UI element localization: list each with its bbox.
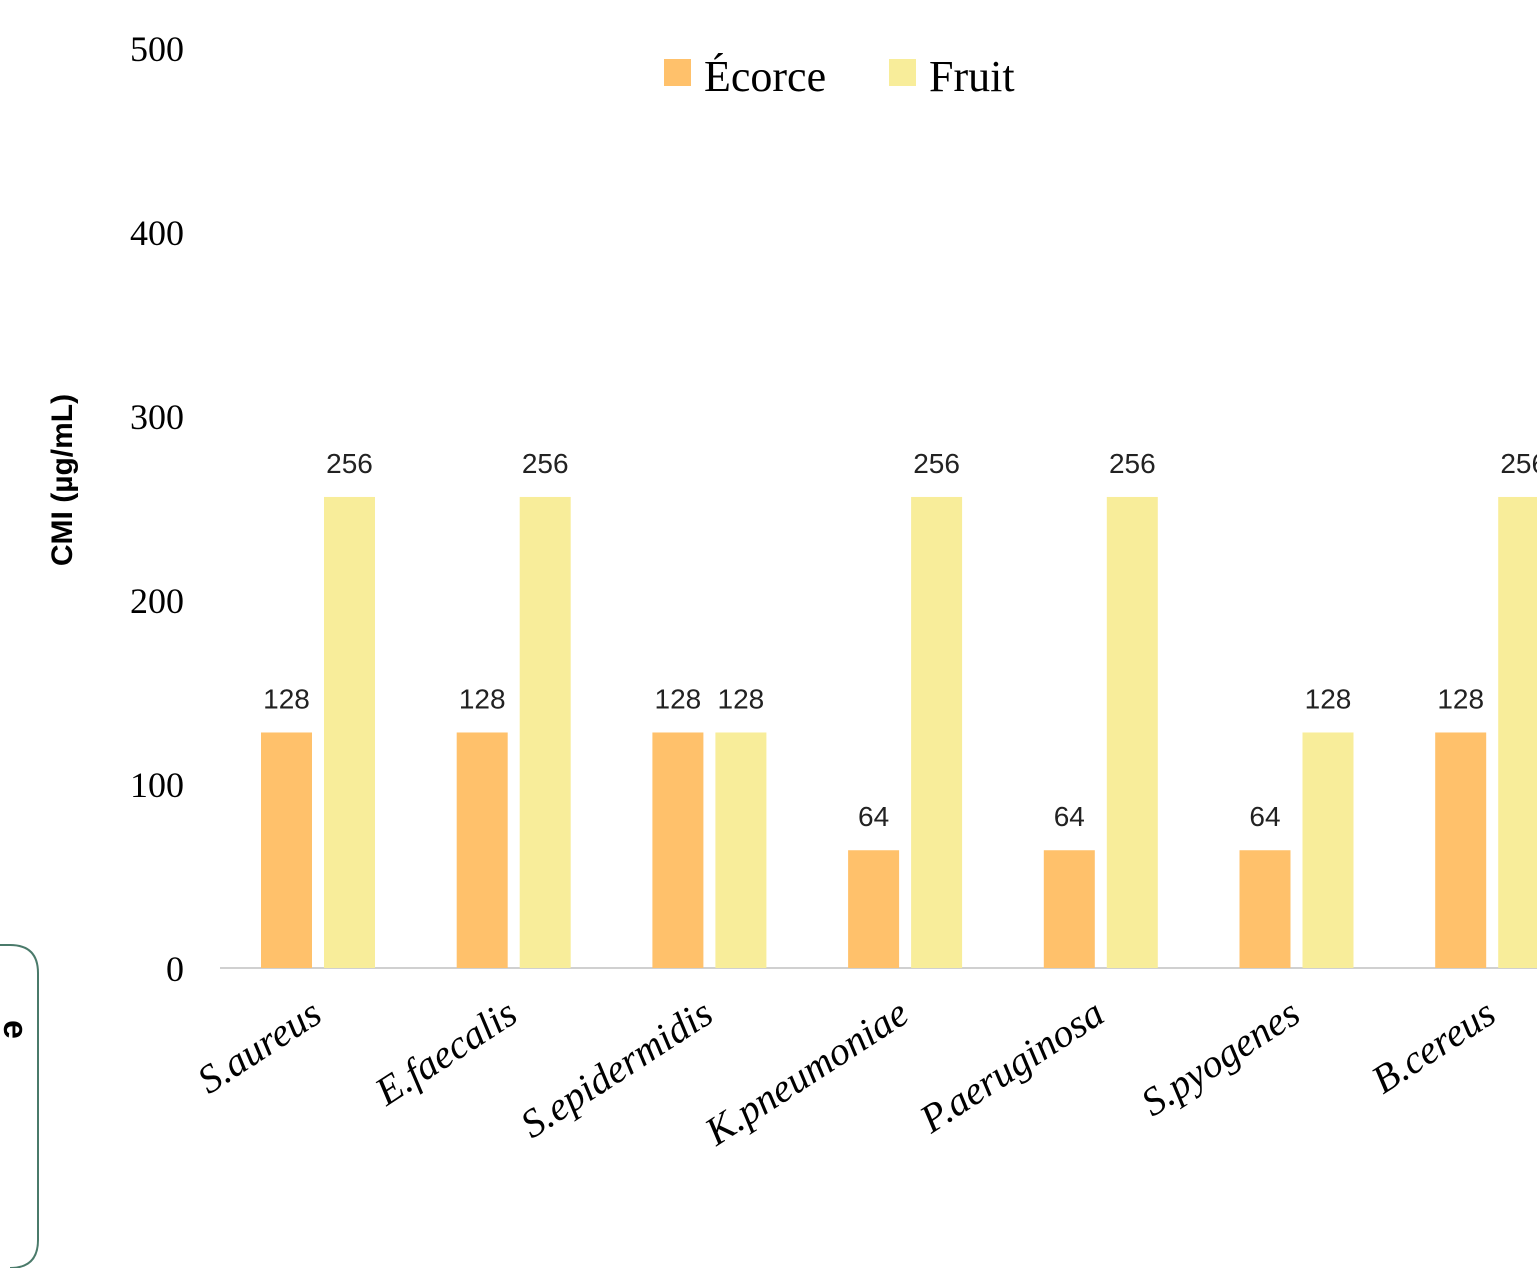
category-label: P.aeruginosa	[911, 990, 1112, 1142]
data-label: 256	[522, 448, 569, 479]
bar-fruit	[715, 732, 767, 968]
bar-fruit	[519, 496, 571, 968]
category-labels-group: S.aureus E.faecalisS.epidermidisK.pneumon…	[189, 990, 1503, 1155]
bar-ecorce	[848, 850, 900, 968]
bar-ecorce	[1239, 850, 1291, 968]
bar-fruit	[1302, 732, 1354, 968]
bar-fruit	[1498, 496, 1537, 968]
bar-ecorce	[652, 732, 704, 968]
y-tick-label: 100	[130, 765, 184, 805]
category-label: S.aureus	[189, 990, 329, 1103]
bar-ecorce	[261, 732, 312, 968]
data-label: 128	[718, 683, 765, 714]
category-label: E.faecalis	[366, 990, 525, 1115]
bar-fruit	[1106, 496, 1158, 968]
data-label: 128	[263, 683, 310, 714]
y-tick-label: 500	[130, 29, 184, 69]
y-tick-label: 0	[166, 949, 184, 989]
data-label: 256	[1109, 448, 1156, 479]
bar-ecorce	[456, 732, 508, 968]
legend-label: Fruit	[929, 52, 1015, 101]
data-label: 64	[858, 801, 889, 832]
y-axis-ticks: 0 100 200 300 400 500	[130, 29, 184, 989]
bar-ecorce	[1435, 732, 1487, 968]
data-label: 128	[459, 683, 506, 714]
side-panel-fragment: e	[0, 944, 39, 1268]
bar-ecorce	[1043, 850, 1095, 968]
data-label: 128	[655, 683, 702, 714]
y-tick-label: 300	[130, 397, 184, 437]
data-label: 128	[1305, 683, 1352, 714]
legend-swatch	[664, 59, 691, 86]
category-label: B.cereus	[1363, 990, 1503, 1103]
bar-fruit	[324, 496, 375, 968]
category-label: K.pneumoniae	[696, 990, 916, 1155]
data-label: 64	[1249, 801, 1280, 832]
side-panel-glyph: e	[0, 1020, 34, 1039]
legend: Écorce Fruit	[664, 52, 1015, 101]
category-label: S.epidermidis	[512, 990, 720, 1147]
category-label: S.pyogenes	[1133, 990, 1307, 1125]
legend-swatch	[889, 59, 916, 86]
y-tick-label: 400	[130, 213, 184, 253]
data-label: 128	[1437, 683, 1484, 714]
side-panel-border	[0, 944, 39, 1268]
bars-group	[261, 496, 1537, 968]
data-label: 64	[1054, 801, 1085, 832]
data-label: 256	[1500, 448, 1537, 479]
y-tick-label: 200	[130, 581, 184, 621]
bar-fruit	[911, 496, 963, 968]
data-label: 256	[913, 448, 960, 479]
data-labels-group: 128 256 128 256 128 128 64 256 64 256 64 128 128 256	[263, 448, 1537, 832]
data-label: 256	[326, 448, 373, 479]
y-axis-title: CMI (µg/mL)	[46, 394, 79, 566]
legend-label: Écorce	[704, 52, 826, 101]
